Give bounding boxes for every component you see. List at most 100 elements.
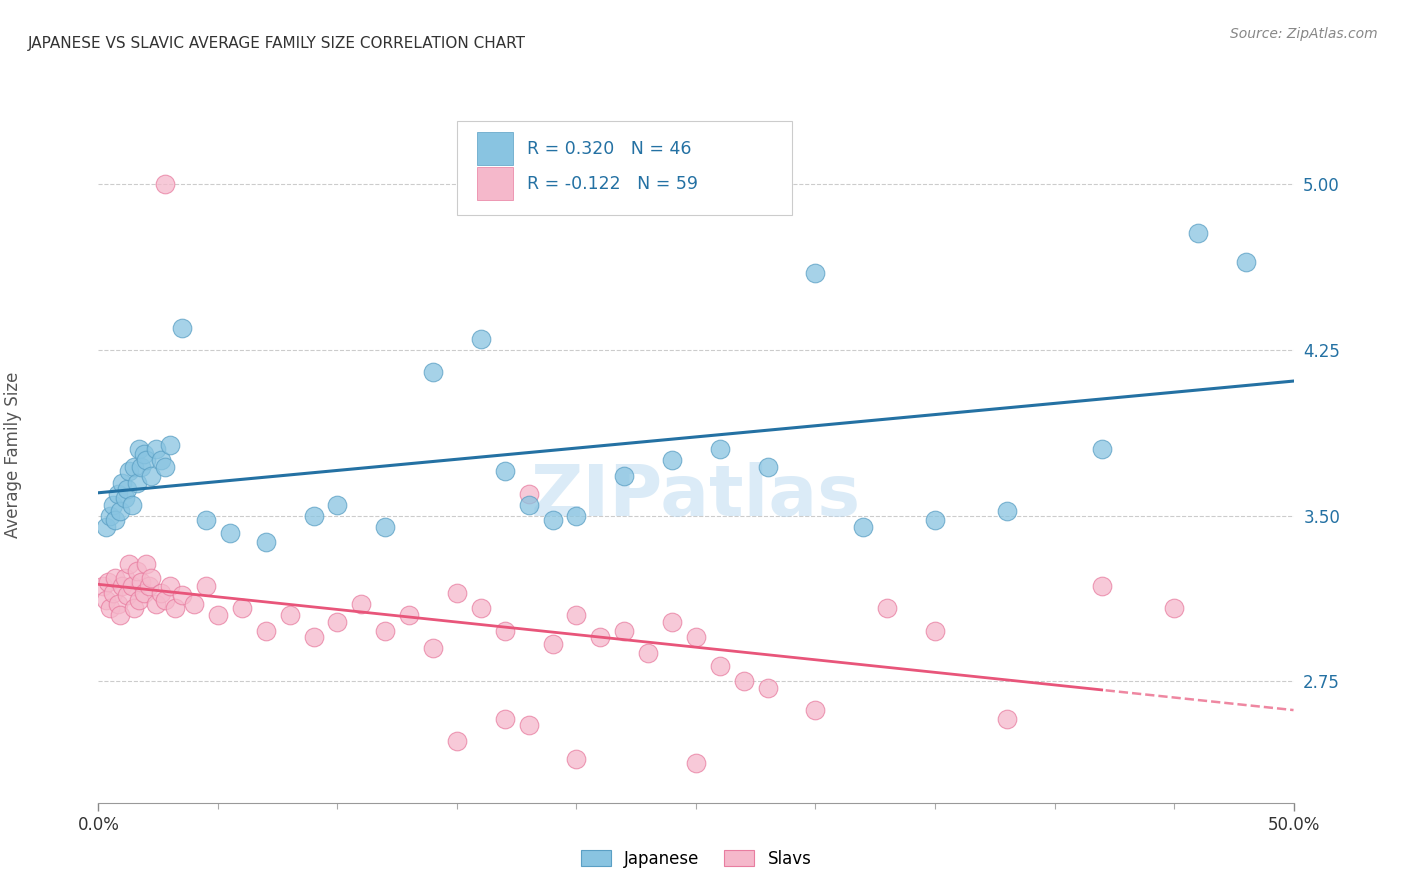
Text: R = -0.122   N = 59: R = -0.122 N = 59 (527, 175, 699, 193)
Point (125, 475, 148, 490)
Point (131, 574, 153, 589)
Point (145, 597, 167, 611)
Point (995, 504, 1018, 518)
Point (613, 469, 636, 483)
Point (302, 508, 325, 523)
Text: JAPANESE VS SLAVIC AVERAGE FAMILY SIZE CORRELATION CHART: JAPANESE VS SLAVIC AVERAGE FAMILY SIZE C… (28, 36, 526, 51)
Point (756, 460, 779, 475)
Point (114, 491, 136, 505)
Point (494, 465, 516, 479)
Point (254, 624, 277, 638)
Point (1091, 442, 1114, 457)
Point (104, 570, 127, 584)
Point (733, 674, 755, 689)
Point (132, 586, 155, 600)
Y-axis label: Average Family Size: Average Family Size (4, 372, 22, 538)
Point (565, 508, 588, 523)
Point (326, 615, 349, 629)
Point (107, 486, 129, 500)
Point (121, 498, 143, 512)
Point (278, 608, 301, 623)
Point (685, 630, 707, 644)
Point (517, 498, 540, 512)
Point (517, 486, 540, 500)
Point (219, 526, 242, 541)
Point (565, 751, 588, 765)
Point (1163, 601, 1185, 615)
Point (852, 519, 875, 533)
Point (924, 624, 946, 638)
Point (149, 453, 172, 467)
Point (194, 579, 217, 593)
Point (470, 601, 492, 615)
Point (804, 266, 827, 280)
Point (470, 332, 492, 346)
Point (101, 586, 124, 600)
Point (254, 535, 277, 549)
Point (94, 519, 117, 533)
Point (159, 579, 181, 593)
Point (98, 601, 122, 615)
Point (107, 597, 129, 611)
Point (446, 586, 468, 600)
Point (374, 624, 396, 638)
Point (118, 465, 141, 479)
Text: Source: ZipAtlas.com: Source: ZipAtlas.com (1230, 27, 1378, 41)
Point (613, 624, 636, 638)
Point (159, 438, 181, 452)
Point (128, 592, 150, 607)
Point (302, 630, 325, 644)
Point (91, 579, 114, 593)
Point (108, 608, 131, 623)
Point (231, 601, 253, 615)
Point (94, 592, 117, 607)
Point (138, 579, 160, 593)
Point (131, 460, 153, 475)
Point (135, 558, 157, 572)
Point (111, 579, 134, 593)
Point (125, 564, 148, 578)
Point (661, 615, 683, 629)
Point (1187, 226, 1209, 240)
Point (111, 475, 134, 490)
Text: R = 0.320   N = 46: R = 0.320 N = 46 (527, 140, 692, 158)
Point (637, 646, 659, 660)
Point (145, 442, 167, 457)
Point (163, 601, 186, 615)
Point (517, 718, 540, 732)
Point (132, 447, 155, 461)
Point (139, 469, 162, 483)
Point (104, 513, 127, 527)
Point (1091, 579, 1114, 593)
Point (804, 703, 827, 717)
Legend: Japanese, Slavs: Japanese, Slavs (574, 843, 818, 874)
Point (589, 630, 612, 644)
Point (149, 586, 172, 600)
Point (194, 513, 217, 527)
Point (995, 712, 1018, 726)
Point (876, 601, 898, 615)
Point (709, 442, 731, 457)
Point (541, 637, 564, 651)
Point (114, 570, 136, 584)
Point (135, 453, 157, 467)
Point (155, 592, 177, 607)
Point (172, 588, 194, 602)
Text: ZIPatlas: ZIPatlas (531, 462, 860, 531)
Point (207, 608, 229, 623)
Point (422, 641, 444, 656)
Point (374, 519, 396, 533)
Point (121, 579, 143, 593)
Point (155, 460, 177, 475)
Point (124, 601, 146, 615)
Point (446, 734, 468, 748)
Point (155, 178, 177, 192)
Point (661, 453, 683, 467)
Point (541, 513, 564, 527)
Point (139, 570, 162, 584)
Point (756, 681, 779, 695)
Point (115, 588, 138, 602)
Point (326, 498, 349, 512)
Point (97, 574, 120, 589)
FancyBboxPatch shape (457, 121, 792, 215)
